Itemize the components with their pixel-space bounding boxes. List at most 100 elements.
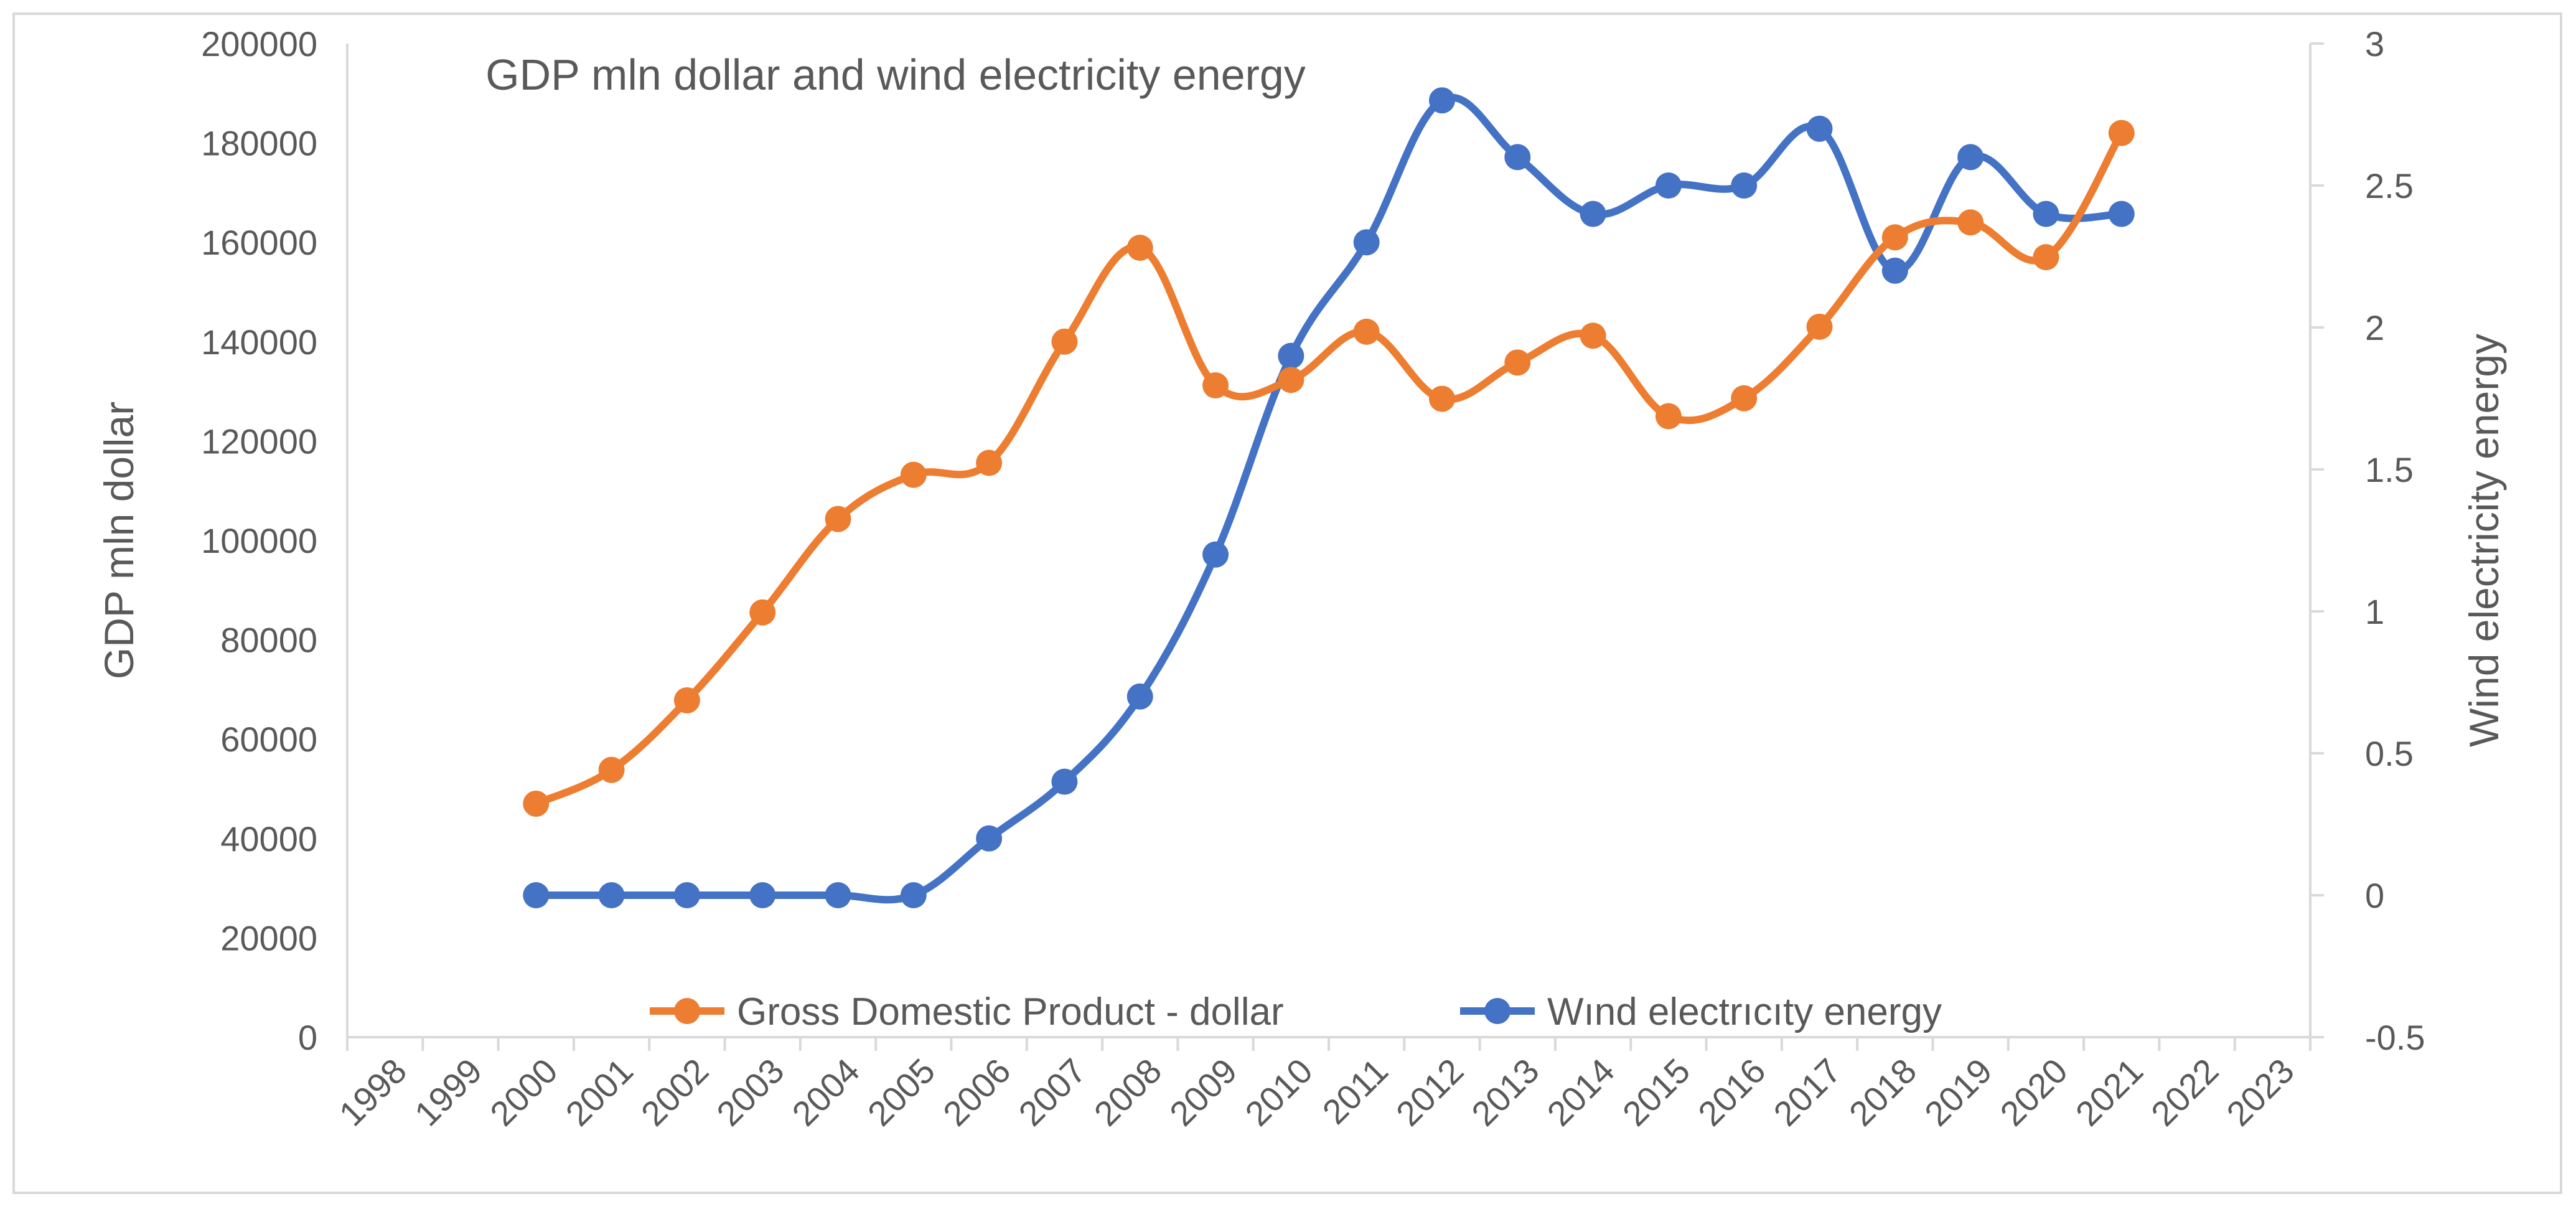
left-tick-label: 120000 (201, 421, 317, 461)
x-tick-label: 2015 (1615, 1051, 1698, 1134)
gdp-data-point (1126, 234, 1153, 261)
gdp-data-point (825, 506, 851, 532)
wind-series-line (532, 93, 2125, 904)
x-tick-label: 2012 (1389, 1051, 1471, 1134)
wind-data-point (1881, 257, 1908, 284)
right-axis-title: Wind electricity energy (2461, 334, 2507, 747)
wind-data-point (976, 825, 1003, 852)
right-tick-label: 0.5 (2365, 734, 2414, 773)
x-tick-label: 2019 (1917, 1051, 2000, 1134)
left-tick-label: 60000 (220, 720, 317, 759)
wind-data-point (1126, 683, 1153, 710)
x-tick-label: 2000 (482, 1051, 565, 1134)
wind-data-point (1202, 541, 1229, 568)
x-tick-label: 2022 (2143, 1051, 2226, 1134)
series-layer (523, 87, 2135, 908)
x-tick-label: 2011 (1314, 1051, 1395, 1132)
wind-data-point (900, 882, 927, 908)
x-tick-label: 2010 (1237, 1051, 1320, 1134)
gdp-data-point (1504, 349, 1531, 376)
wind-data-point (1806, 115, 1833, 142)
wind-data-point (1353, 229, 1380, 256)
wind-data-point (673, 882, 700, 908)
wind-data-point (1580, 200, 1606, 227)
chart-title: GDP mln dollar and wind electricity ener… (485, 50, 1306, 99)
x-tick-label: 1998 (332, 1051, 415, 1134)
gdp-series (523, 120, 2135, 817)
x-tick-label: 2002 (634, 1051, 716, 1134)
gdp-data-point (1957, 209, 1984, 236)
wind-data-point (1051, 768, 1078, 795)
wind-series (523, 87, 2135, 908)
gdp-data-point (523, 790, 550, 817)
wind-data-point (1428, 87, 1455, 114)
wind-data-point (523, 882, 550, 908)
x-tick-label: 2014 (1539, 1051, 1622, 1134)
wind-data-point (749, 882, 776, 908)
wind-data-point (1278, 342, 1304, 369)
left-tick-label: 40000 (220, 819, 317, 859)
gdp-data-point (1428, 385, 1455, 412)
wind-data-point (1731, 172, 1758, 199)
line-chart: GDP mln dollar and wind electricity ener… (96, 24, 2507, 1134)
x-tick-label: 2004 (784, 1051, 867, 1134)
gdp-series-line (532, 129, 2125, 807)
gdp-data-point (598, 756, 625, 783)
right-tick-label: 1 (2365, 592, 2384, 631)
gdp-data-point (1806, 313, 1833, 340)
x-tick-label: 2021 (2068, 1051, 2151, 1134)
legend: Gross Domestic Product - dollar Wınd elec… (650, 990, 1942, 1033)
left-tick-label: 160000 (201, 223, 317, 262)
gdp-data-point (1881, 224, 1908, 251)
left-axis: 0 20000 40000 60000 80000 100000 120000 140000 1… (96, 24, 349, 1057)
gdp-data-point (900, 461, 927, 488)
x-tick-label: 2018 (1842, 1051, 1924, 1134)
x-tick-label: 2009 (1162, 1051, 1245, 1134)
right-tick-label: 0 (2365, 876, 2384, 915)
wind-data-point (2108, 200, 2135, 227)
wind-data-point (1655, 172, 1682, 199)
right-tick-label: 2.5 (2365, 166, 2414, 205)
left-axis-ticks: 0 20000 40000 60000 80000 100000 120000 140000 1… (201, 24, 317, 1057)
left-tick-label: 80000 (220, 621, 317, 660)
gdp-data-point (1353, 318, 1380, 345)
x-axis-ticks: 1998199920002001200220032004200520062007… (332, 1037, 2311, 1134)
x-tick-label: 2017 (1766, 1051, 1848, 1134)
left-tick-label: 20000 (220, 918, 317, 957)
wind-data-point (1957, 144, 1984, 171)
gdp-data-point (673, 687, 700, 713)
gdp-data-point (2108, 120, 2135, 146)
gdp-data-point (976, 449, 1003, 476)
right-tick-label: 2 (2365, 308, 2384, 347)
gdp-data-point (1731, 385, 1758, 412)
x-tick-label: 2020 (1992, 1051, 2075, 1134)
left-tick-label: 180000 (201, 124, 317, 163)
legend-wind-swatch-marker (1484, 998, 1510, 1024)
x-tick-label: 1999 (407, 1051, 490, 1134)
x-tick-label: 2007 (1011, 1051, 1094, 1134)
gdp-data-point (1051, 328, 1078, 355)
right-axis-ticks: -0.5 0 0.5 1 1.5 2 2.5 3 (2310, 24, 2425, 1057)
right-tick-label: 3 (2365, 24, 2384, 64)
legend-gdp-label: Gross Domestic Product - dollar (737, 990, 1284, 1033)
x-tick-label: 2005 (860, 1051, 943, 1134)
x-tick-label: 2006 (935, 1051, 1018, 1134)
gdp-data-point (1580, 322, 1606, 349)
gdp-data-point (2033, 244, 2059, 271)
chart-frame: GDP mln dollar and wind electricity ener… (12, 12, 2562, 1194)
x-tick-label: 2001 (558, 1051, 640, 1134)
right-axis: -0.5 0 0.5 1 1.5 2 2.5 3 Wind electricity energ… (2309, 24, 2507, 1057)
gdp-data-point (1202, 372, 1229, 399)
left-tick-label: 100000 (201, 521, 317, 560)
gdp-data-point (1655, 403, 1682, 430)
x-tick-label: 2016 (1690, 1051, 1773, 1134)
right-tick-label: -0.5 (2365, 1018, 2425, 1057)
wind-data-point (825, 882, 851, 908)
gdp-data-point (1278, 367, 1304, 393)
x-tick-label: 2008 (1087, 1051, 1169, 1134)
wind-data-point (1504, 144, 1531, 171)
x-tick-label: 2003 (709, 1051, 792, 1134)
legend-gdp-swatch-marker (674, 998, 700, 1024)
left-axis-title: GDP mln dollar (96, 402, 142, 679)
legend-wind-label: Wınd electrıcıty energy (1547, 990, 1942, 1033)
